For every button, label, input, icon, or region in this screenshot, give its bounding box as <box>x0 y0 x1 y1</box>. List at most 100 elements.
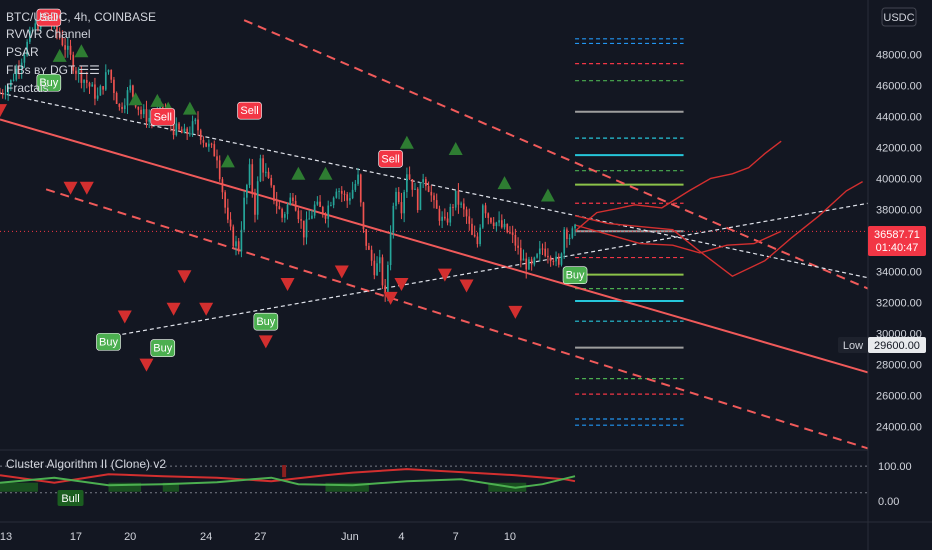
candle-body <box>251 164 254 193</box>
candle-body <box>555 256 557 262</box>
candle-body <box>99 86 102 96</box>
candle-body <box>186 128 189 134</box>
osc-tick-0: 0.00 <box>878 496 899 508</box>
indicator-fractals[interactable]: Fractals <box>6 81 49 95</box>
candle-body <box>438 208 441 221</box>
fractal-down-icon <box>63 181 78 195</box>
candle-body <box>197 119 199 131</box>
candle-body <box>264 171 267 173</box>
candle-body <box>254 192 256 215</box>
candle-body <box>349 198 351 201</box>
osc-green-line <box>0 475 576 489</box>
fractal-down-icon <box>199 302 214 316</box>
indicator-psar[interactable]: PSAR <box>6 45 39 59</box>
candle-body <box>275 201 278 207</box>
candle-body <box>517 245 519 248</box>
fractal-down-icon <box>280 277 295 291</box>
candle-body <box>446 218 449 223</box>
candle-body <box>544 248 547 256</box>
time-tick-label: 10 <box>504 531 516 543</box>
time-tick-label: Jun <box>341 531 359 543</box>
candle-body <box>500 220 503 228</box>
candle-body <box>387 264 389 294</box>
candle-body <box>140 109 142 115</box>
candle-body <box>519 247 522 261</box>
osc-tick-100: 100.00 <box>878 461 912 473</box>
osc-bull-zone <box>162 482 180 492</box>
candle-body <box>422 179 424 183</box>
candle-body <box>180 129 183 134</box>
fractal-up-icon <box>497 176 512 190</box>
candle-body <box>511 232 514 235</box>
candle-body <box>495 222 498 227</box>
candle-body <box>69 45 72 55</box>
candle-body <box>0 93 1 95</box>
buy-signal: Buy <box>36 73 62 92</box>
candle-body <box>419 182 422 211</box>
candle-body <box>433 195 435 201</box>
candle-body <box>77 69 80 74</box>
candle-body <box>300 219 302 221</box>
candle-body <box>528 259 530 270</box>
candle-body <box>357 174 359 184</box>
candle-body <box>351 189 354 199</box>
candle-body <box>85 79 88 83</box>
price-tick-label: 24000.00 <box>876 422 922 434</box>
time-axis[interactable]: 13 17 20 24 27 Jun 4 7 10 <box>0 531 516 543</box>
fractal-up-icon <box>182 101 197 115</box>
signals: Buy Buy Buy Buy Buy Sell Sell Sell Sell <box>0 8 588 372</box>
trend-line-up <box>108 202 869 338</box>
buy-signal: Buy <box>562 266 588 284</box>
candle-body <box>389 232 392 265</box>
candle-body <box>137 106 140 110</box>
indicator-rvwr[interactable]: RVWR Channel <box>6 27 90 41</box>
currency-badge[interactable]: USDC <box>881 7 917 27</box>
candle-body <box>327 205 330 219</box>
candle-body <box>104 72 107 90</box>
candle-body <box>330 205 332 207</box>
candle-body <box>66 45 69 50</box>
fractal-up-icon <box>150 93 165 107</box>
candle-body <box>115 92 118 104</box>
projection-upper <box>574 140 782 232</box>
fractal-up-icon <box>448 141 463 155</box>
candle-body <box>324 214 327 219</box>
candle-body <box>28 30 31 42</box>
candle-body <box>292 197 294 201</box>
buy-signal: Buy <box>96 333 121 351</box>
fractal-down-icon <box>177 270 192 284</box>
projection-lower <box>574 180 863 278</box>
candle-body <box>208 143 210 147</box>
symbol-title[interactable]: BTC/USDC, 4h, COINBASE <box>6 10 156 24</box>
candle-body <box>430 191 433 196</box>
indicator-fibs[interactable]: FIBs ʙʏ DGT ☰☰ <box>6 63 100 77</box>
oscillator-title[interactable]: Cluster Algorithm II (Clone) v2 <box>6 457 166 471</box>
candle-body <box>91 84 94 87</box>
candle-body <box>492 222 495 227</box>
candle-body <box>468 216 471 224</box>
candles <box>0 9 576 302</box>
candle-body <box>457 190 460 205</box>
candle-body <box>10 80 12 87</box>
channel-upper-line <box>243 19 869 290</box>
candle-body <box>148 117 151 122</box>
candle-body <box>216 156 218 161</box>
fractal-down-icon <box>258 335 273 349</box>
candle-body <box>102 86 104 90</box>
candle-body <box>414 188 416 190</box>
candle-body <box>473 234 476 237</box>
candle-body <box>560 253 563 265</box>
candle-body <box>460 203 462 205</box>
sell-signal-label: Sell <box>240 105 258 117</box>
candle-body <box>243 197 245 230</box>
trend-line-down <box>0 92 869 279</box>
candle-body <box>435 200 438 209</box>
candle-body <box>129 85 132 91</box>
candle-body <box>574 224 576 229</box>
candle-body <box>547 255 549 258</box>
price-tick-label: 32000.00 <box>876 298 922 310</box>
candle-body <box>224 192 226 208</box>
candle-body <box>283 214 286 218</box>
